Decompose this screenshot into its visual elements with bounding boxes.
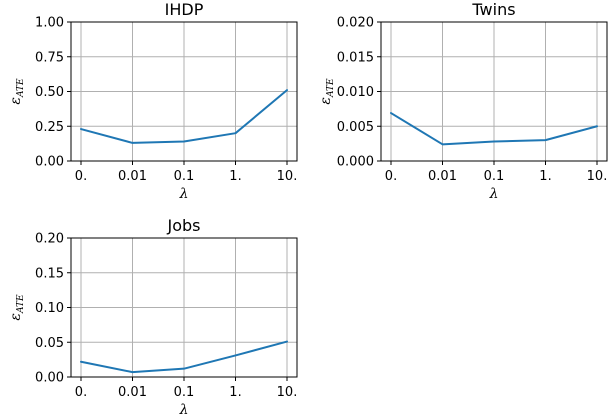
- y-tick-label: 0.25: [35, 120, 64, 135]
- x-tick-label: 0.: [385, 169, 397, 184]
- x-tick-label: 0.1: [174, 169, 195, 184]
- y-tick-label: 1.00: [35, 16, 64, 31]
- y-tick-label: 0.20: [35, 232, 64, 247]
- y-tick-label: 0.005: [337, 120, 374, 135]
- x-tick-label: 10.: [277, 385, 298, 400]
- chart-ihdp: 0. 0.01 0.1 1. 10. 0.00 0.25 0.50 0.75 1.00 IHDP λ ε…: [8, 0, 298, 202]
- y-axis-label: εATE: [8, 78, 26, 105]
- chart-title: IHDP: [165, 0, 204, 19]
- y-tick-label: 0.00: [35, 371, 64, 386]
- x-tick-label: 1.: [539, 169, 551, 184]
- x-tick-label: 0.: [75, 385, 87, 400]
- y-tick-label: 0.010: [337, 85, 374, 100]
- x-tick-label: 10.: [277, 169, 298, 184]
- x-tick-label: 1.: [229, 169, 241, 184]
- x-axis-label: λ: [179, 186, 189, 202]
- y-tick-label: 0.000: [337, 155, 374, 170]
- y-tick-label: 0.015: [337, 50, 374, 65]
- x-tick-label: 1.: [229, 385, 241, 400]
- x-tick-label: 0.01: [428, 169, 457, 184]
- chart-title: Jobs: [167, 216, 201, 235]
- y-tick-label: 0.75: [35, 50, 64, 65]
- x-axis-label: λ: [179, 402, 189, 418]
- y-tick-label: 0.05: [35, 336, 64, 351]
- x-axis-label: λ: [489, 186, 499, 202]
- x-tick-label: 0.1: [174, 385, 195, 400]
- y-tick-label: 0.00: [35, 155, 64, 170]
- y-tick-label: 0.10: [35, 301, 64, 316]
- chart-jobs: 0. 0.01 0.1 1. 10. 0.00 0.05 0.10 0.15 0.20 Jobs λ ε…: [8, 216, 298, 418]
- chart-twins: 0. 0.01 0.1 1. 10. 0.000 0.005 0.010 0.015 0.020 T…: [318, 0, 608, 202]
- y-tick-label: 0.50: [35, 85, 64, 100]
- chart-title: Twins: [471, 0, 515, 19]
- x-tick-label: 0.01: [118, 385, 147, 400]
- x-tick-label: 10.: [587, 169, 608, 184]
- x-tick-label: 0.1: [484, 169, 505, 184]
- y-tick-label: 0.15: [35, 266, 64, 281]
- x-tick-label: 0.: [75, 169, 87, 184]
- x-tick-label: 0.01: [118, 169, 147, 184]
- y-tick-label: 0.020: [337, 16, 374, 31]
- y-axis-label: εATE: [8, 294, 26, 321]
- y-axis-label: εATE: [318, 78, 336, 105]
